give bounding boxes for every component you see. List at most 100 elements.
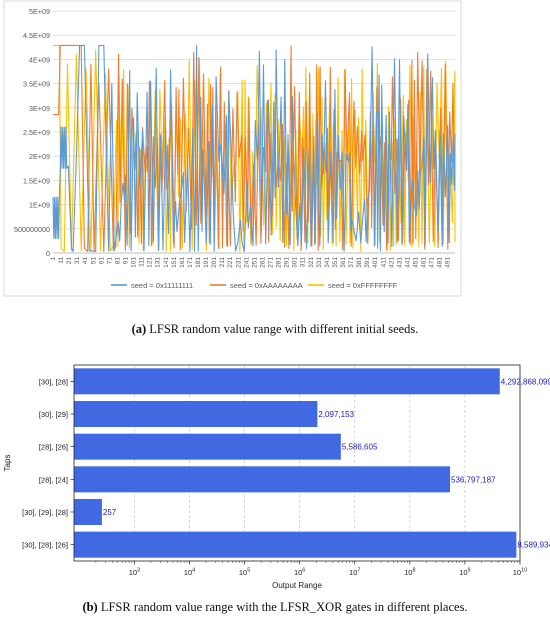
y-tick-label: 0 xyxy=(46,249,50,258)
bar-chart-taps: 103 104 105 106 107 108 109 1010 4,292,868,099 [3… xyxy=(3,364,550,590)
bar-5 xyxy=(74,499,102,525)
x-tick-label: 81 xyxy=(114,257,121,265)
x-tick-label: 241 xyxy=(243,257,250,268)
y-tick-label: 3E+09 xyxy=(29,104,50,113)
x-tick-label: 451 xyxy=(413,257,420,268)
x-axis-label: Output Range xyxy=(272,581,322,590)
bar-6 xyxy=(74,531,517,558)
x-tick-label: 108 xyxy=(404,568,415,578)
x-tick-label: 131 xyxy=(155,257,162,268)
x-tick-label: 301 xyxy=(292,257,299,268)
x-tick-label: 104 xyxy=(184,568,195,578)
x-tick-label: 101 xyxy=(131,257,138,268)
x-tick-label: 471 xyxy=(429,257,436,268)
x-tick-label: 103 xyxy=(129,568,140,578)
bar-value-label-2: 2,097,153 xyxy=(318,410,354,419)
y-tick-label: 2E+09 xyxy=(29,152,50,161)
x-tick-label: 51 xyxy=(90,257,97,265)
x-tick-label: 401 xyxy=(372,257,379,268)
x-tick-label: 41 xyxy=(82,257,89,265)
y-tick-label: 2.5E+09 xyxy=(23,128,50,137)
caption-b: (b) LFSR random value range with the LFS… xyxy=(0,600,550,615)
x-tick-label: 106 xyxy=(294,568,305,578)
x-tick-label: 61 xyxy=(98,257,105,265)
x-tick-label: 201 xyxy=(211,257,218,268)
x-tick-label: 161 xyxy=(179,257,186,268)
bar-1 xyxy=(74,368,500,395)
series-line-1 xyxy=(52,44,456,253)
x-tick-label: 481 xyxy=(437,257,444,268)
x-tick-label: 71 xyxy=(106,257,113,265)
y-tick-label: 4E+09 xyxy=(29,55,50,64)
x-tick-label: 141 xyxy=(163,257,170,268)
bar-value-label-1: 4,292,868,099 xyxy=(501,377,550,386)
bar-value-label-3: 5,586,605 xyxy=(342,443,378,452)
y-tick-label: [28], [24] xyxy=(39,475,68,484)
x-tick-label: 1010 xyxy=(513,568,527,578)
x-tick-label: 381 xyxy=(356,257,363,268)
x-tick-label: 191 xyxy=(203,257,210,268)
x-tick-label: 371 xyxy=(348,257,355,268)
x-tick-label: 391 xyxy=(364,257,371,268)
y-tick-label: [30], [28] xyxy=(39,377,68,386)
bar-value-label-5: 257 xyxy=(103,508,117,517)
x-tick-label: 311 xyxy=(300,257,307,268)
x-tick-label: 151 xyxy=(171,257,178,268)
x-tick-label: 251 xyxy=(251,257,258,268)
x-tick-label: 351 xyxy=(332,257,339,268)
x-tick-label: 105 xyxy=(239,568,250,578)
legend-label-2: seed = 0xAAAAAAAA xyxy=(230,281,303,290)
x-tick-label: 181 xyxy=(195,257,202,268)
y-tick-label: [28], [26] xyxy=(39,443,68,452)
x-tick-label: 411 xyxy=(380,257,387,268)
y-tick-label: 1E+09 xyxy=(29,201,50,210)
bar-value-label-4: 536,797,187 xyxy=(451,475,496,484)
x-tick-label: 291 xyxy=(284,257,291,268)
y-tick-label: 1.5E+09 xyxy=(23,176,50,185)
legend-label-3: seed = 0xFFFFFFFF xyxy=(328,281,398,290)
x-tick-label: 211 xyxy=(219,257,226,268)
x-tick-label: 341 xyxy=(324,257,331,268)
y-tick-label: 5E+09 xyxy=(29,7,50,16)
y-tick-label: [30], [29], [28] xyxy=(22,508,68,517)
y-tick-label: 4.5E+09 xyxy=(23,31,50,40)
x-tick-label: 361 xyxy=(340,257,347,268)
y-tick-label: [30], [29] xyxy=(39,410,68,419)
x-tick-label: 421 xyxy=(388,257,395,268)
x-tick-label: 261 xyxy=(259,257,266,268)
x-tick-label: 331 xyxy=(316,257,323,268)
x-tick-label: 107 xyxy=(349,568,360,578)
legend-label-1: seed = 0x11111111 xyxy=(131,281,193,290)
x-tick-label: 461 xyxy=(421,257,428,268)
y-tick-label: 3.5E+09 xyxy=(23,80,50,89)
x-tick-label: 171 xyxy=(187,257,194,268)
x-tick-label: 21 xyxy=(66,257,73,265)
x-tick-label: 91 xyxy=(123,257,130,265)
x-tick-label: 441 xyxy=(404,257,411,268)
caption-b-label: (b) xyxy=(82,600,98,614)
x-tick-label: 11 xyxy=(58,257,65,264)
x-tick-label: 31 xyxy=(74,257,81,265)
x-tick-label: 221 xyxy=(227,257,234,268)
plot-frame xyxy=(73,364,521,562)
x-tick-label: 109 xyxy=(459,568,470,578)
x-tick-label: 321 xyxy=(308,257,315,268)
x-tick-label: 281 xyxy=(276,257,283,268)
series-line-2 xyxy=(53,44,456,253)
bar-3 xyxy=(74,433,341,460)
bar-value-label-6: 8,589,934,592 xyxy=(517,541,550,550)
bar-4 xyxy=(74,466,451,493)
x-tick-label: 491 xyxy=(445,257,452,268)
line-chart-seeds: 0 500000000 1E+09 1.5E+09 2E+09 2.5E+09 3E+09 3… xyxy=(3,0,462,297)
x-tick-label: 231 xyxy=(235,257,242,268)
y-tick-label: [30], [28], [26] xyxy=(22,541,68,550)
x-tick-label: 1 xyxy=(50,257,57,261)
y-tick-label: 500000000 xyxy=(14,225,50,234)
caption-a-text: LFSR random value range with different i… xyxy=(149,322,419,336)
x-tick-label: 271 xyxy=(268,257,275,268)
x-tick-label: 111 xyxy=(139,257,146,267)
x-tick-label: 431 xyxy=(396,257,403,268)
caption-a-label: (a) xyxy=(131,322,147,336)
bar-2 xyxy=(74,401,318,427)
caption-b-text: LFSR random value range with the LFSR_XO… xyxy=(100,600,468,614)
